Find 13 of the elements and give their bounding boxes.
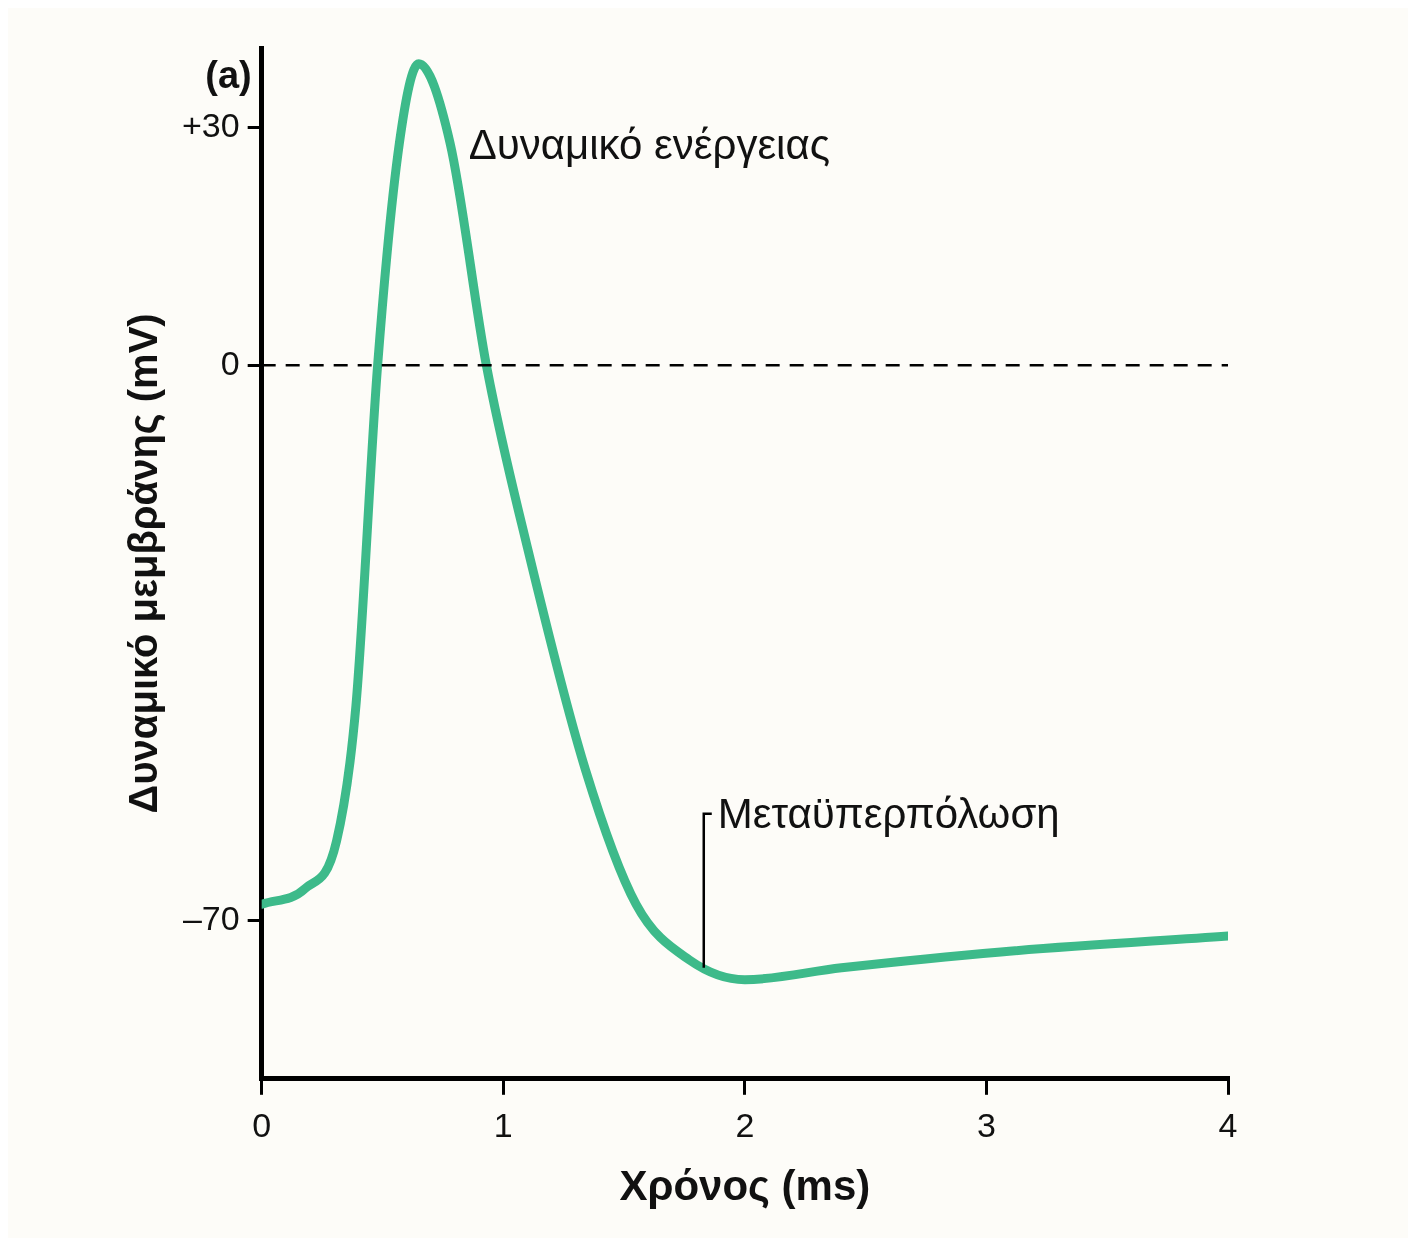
- x-tick-label: 3: [976, 1105, 996, 1144]
- x-axis-title: Χρόνος (ms): [619, 1162, 871, 1210]
- text: (a): [205, 54, 252, 96]
- annotation: Μεταϋπερπόλωση: [717, 789, 1060, 837]
- y-axis-title: Δυναμικό μεμβράνης (mV): [121, 313, 167, 814]
- y-tick-label: 0: [220, 343, 240, 382]
- x-tick-label: 0: [252, 1105, 272, 1144]
- annotation: Δυναμικό ενέργειας: [468, 120, 830, 168]
- x-tick-label: 4: [1218, 1105, 1238, 1144]
- x-tick-label: 1: [493, 1105, 513, 1144]
- y-tick-label: –70: [182, 898, 240, 937]
- x-tick-label: 2: [735, 1105, 755, 1144]
- y-tick-label: +30: [181, 105, 240, 144]
